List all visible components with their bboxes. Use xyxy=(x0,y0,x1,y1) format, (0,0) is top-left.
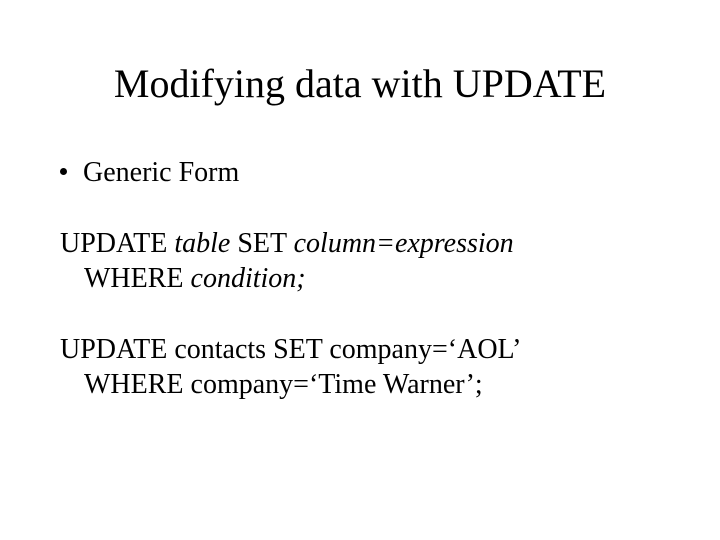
placeholder-condition: condition; xyxy=(191,263,306,294)
kw-set: SET xyxy=(230,228,293,259)
slide-body: Generic Form UPDATE table SET column=exp… xyxy=(60,155,660,438)
generic-form-block: UPDATE table SET column=expression WHERE… xyxy=(60,226,660,296)
kw-update: UPDATE xyxy=(60,228,174,259)
bullet-dot-icon xyxy=(60,168,67,175)
placeholder-table: table xyxy=(174,228,230,259)
slide-title: Modifying data with UPDATE xyxy=(0,60,720,107)
example-block: UPDATE contacts SET company=‘AOL’ WHERE … xyxy=(60,332,660,402)
bullet-label: Generic Form xyxy=(83,155,239,190)
generic-line1: UPDATE table SET column=expression xyxy=(60,228,514,259)
bullet-item: Generic Form xyxy=(60,155,660,190)
generic-line2: WHERE condition; xyxy=(60,261,660,296)
kw-where: WHERE xyxy=(84,263,191,294)
placeholder-colexpr: column=expression xyxy=(294,228,514,259)
example-line1: UPDATE contacts SET company=‘AOL’ xyxy=(60,334,521,365)
example-line2: WHERE company=‘Time Warner’; xyxy=(60,367,660,402)
slide: Modifying data with UPDATE Generic Form … xyxy=(0,0,720,540)
